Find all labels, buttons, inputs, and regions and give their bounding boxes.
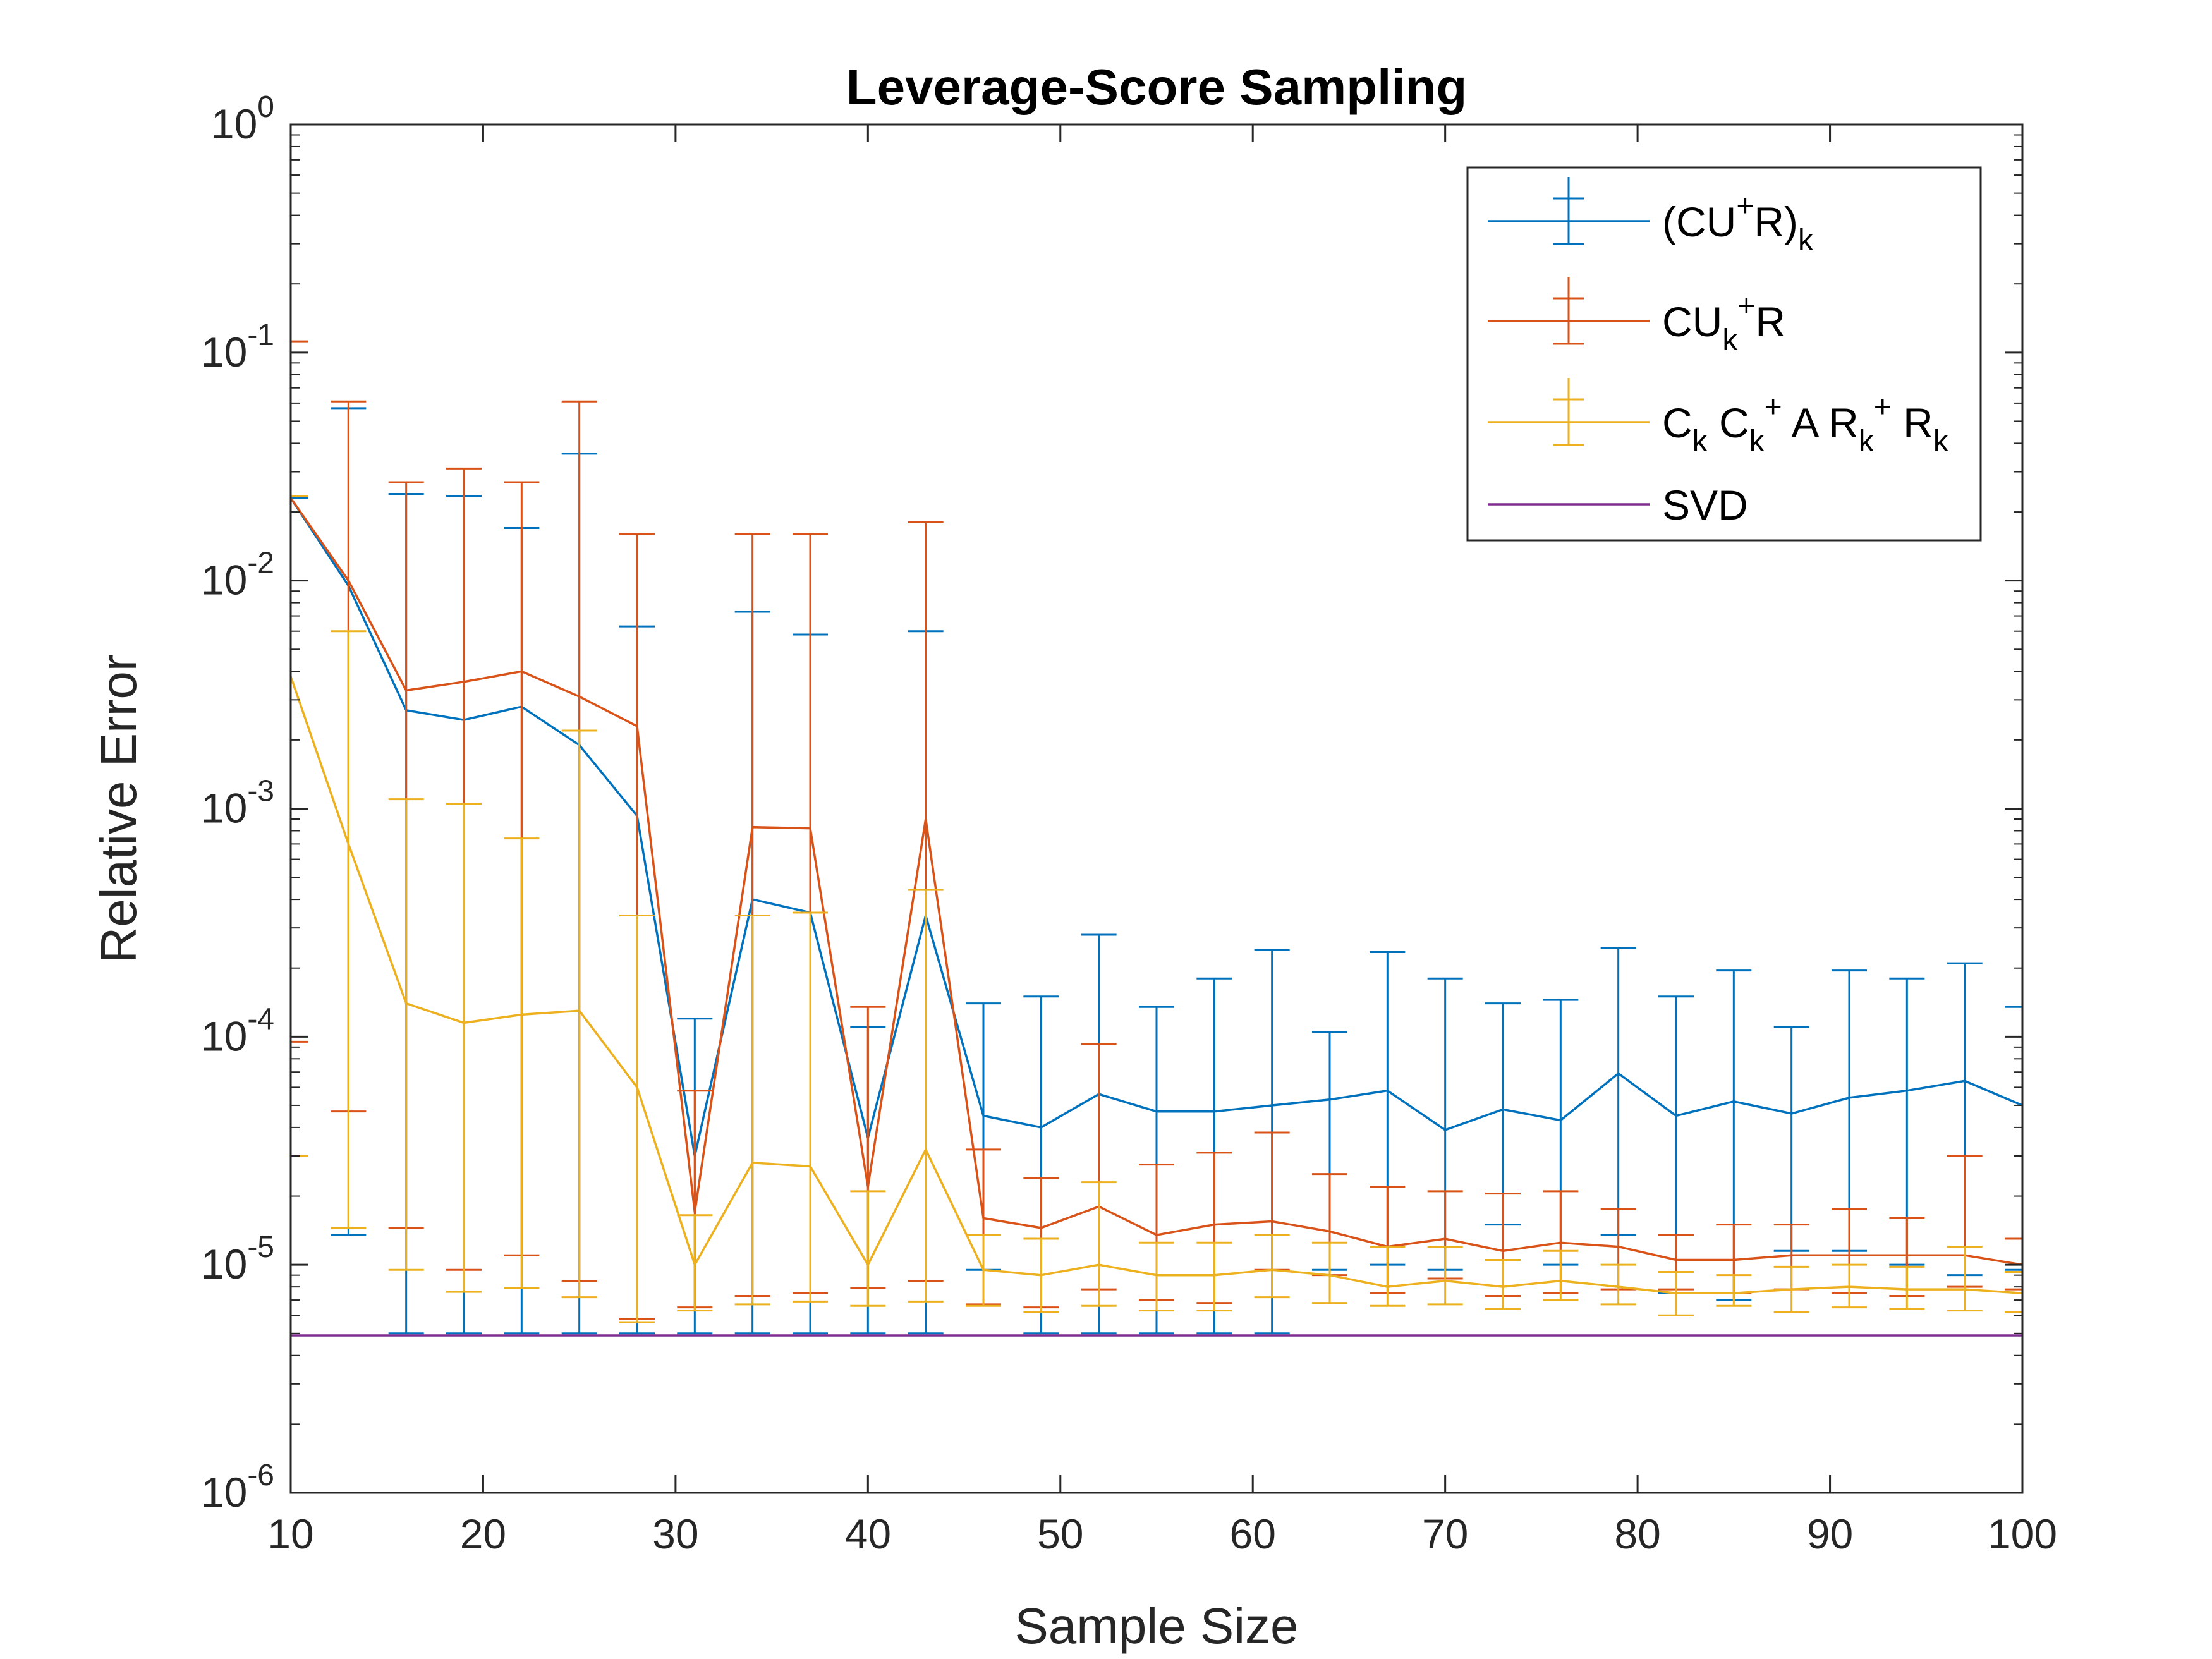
x-tick-label: 10 (267, 1510, 313, 1557)
x-tick-label: 90 (1807, 1510, 1853, 1557)
x-tick-label: 70 (1422, 1510, 1468, 1557)
y-tick-label: 10-2 (201, 547, 274, 604)
y-tick-label: 100 (211, 90, 274, 147)
y-tick-label: 10-5 (201, 1231, 274, 1287)
x-tick-label: 20 (460, 1510, 506, 1557)
legend-entry-3: Ck Ck+ A Rk+ Rk (1488, 378, 1949, 458)
x-tick-label: 60 (1230, 1510, 1276, 1557)
x-tick-label: 40 (845, 1510, 891, 1557)
legend: (CU+R)k CUk+R Ck Ck+ A Rk+ Rk SVD (1466, 166, 1982, 542)
x-axis-label: Sample Size (1014, 1598, 1298, 1654)
axis-ticks: 10 20 30 40 50 60 70 80 90 100 10-6 10-5 10-4 10-3 10-… (201, 90, 2057, 1557)
x-tick-label: 30 (652, 1510, 698, 1557)
x-tick-label: 50 (1037, 1510, 1083, 1557)
y-tick-label: 10-4 (201, 1002, 274, 1059)
legend-box (1466, 166, 1982, 542)
x-tick-label: 100 (1988, 1510, 2057, 1557)
y-tick-label: 10-1 (201, 319, 274, 375)
plot-series (291, 340, 2022, 1493)
y-tick-label: 10-3 (201, 775, 274, 832)
chart-title: Leverage-Score Sampling (846, 59, 1468, 115)
legend-entry-4: SVD (1488, 482, 1748, 528)
legend-label: SVD (1662, 482, 1748, 528)
legend-entry-2: CUk+R (1488, 277, 1785, 357)
series-3 (291, 495, 2022, 1323)
series-line (291, 676, 2022, 1294)
series-line (291, 497, 2022, 1266)
legend-label: (CU+R)k (1662, 190, 1814, 257)
x-tick-label: 80 (1614, 1510, 1660, 1557)
legend-label: Ck Ck+ A Rk+ Rk (1662, 391, 1949, 458)
y-tick-label: 10-6 (201, 1459, 274, 1516)
legend-entry-1: (CU+R)k (1488, 177, 1814, 257)
legend-label: CUk+R (1662, 289, 1785, 357)
y-axis-label: Relative Error (90, 654, 147, 963)
